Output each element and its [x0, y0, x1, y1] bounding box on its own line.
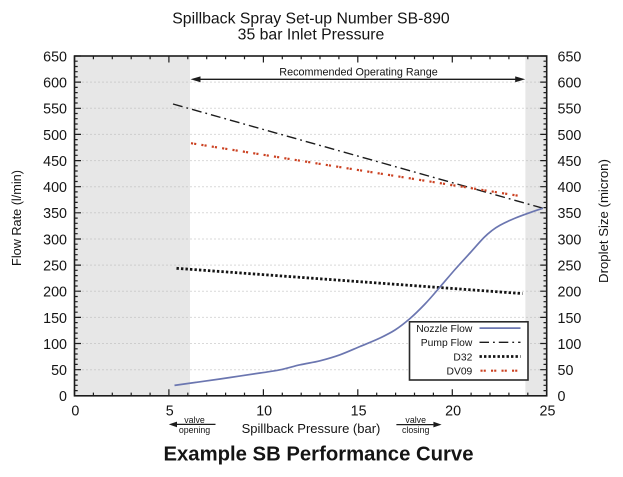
- svg-text:250: 250: [43, 259, 67, 275]
- svg-text:0: 0: [558, 389, 566, 405]
- svg-text:500: 500: [43, 128, 67, 144]
- svg-text:50: 50: [558, 363, 574, 379]
- svg-text:15: 15: [351, 403, 367, 419]
- svg-text:450: 450: [43, 154, 67, 170]
- svg-text:0: 0: [59, 389, 67, 405]
- svg-text:650: 650: [558, 49, 582, 65]
- svg-text:Recommended Operating Range: Recommended Operating Range: [279, 66, 437, 78]
- svg-text:D32: D32: [453, 352, 472, 363]
- svg-text:150: 150: [43, 311, 67, 327]
- svg-text:Flow Rate (l/min): Flow Rate (l/min): [10, 170, 24, 266]
- svg-text:450: 450: [558, 154, 582, 170]
- svg-text:550: 550: [43, 102, 67, 118]
- svg-text:150: 150: [558, 311, 582, 327]
- svg-text:100: 100: [43, 337, 67, 353]
- svg-text:300: 300: [558, 232, 582, 248]
- svg-text:400: 400: [43, 180, 67, 196]
- svg-text:valve: valve: [405, 415, 426, 425]
- svg-text:650: 650: [43, 49, 67, 65]
- svg-text:350: 350: [558, 206, 582, 222]
- svg-text:DV09: DV09: [447, 367, 473, 378]
- svg-text:400: 400: [558, 180, 582, 196]
- svg-text:Nozzle Flow: Nozzle Flow: [416, 324, 473, 335]
- svg-text:closing: closing: [402, 425, 429, 435]
- svg-text:550: 550: [558, 102, 582, 118]
- svg-text:250: 250: [558, 259, 582, 275]
- svg-text:opening: opening: [179, 425, 210, 435]
- svg-text:200: 200: [558, 285, 582, 301]
- svg-text:20: 20: [445, 403, 461, 419]
- svg-text:50: 50: [51, 363, 67, 379]
- svg-text:600: 600: [558, 76, 582, 92]
- svg-text:500: 500: [558, 128, 582, 144]
- svg-text:10: 10: [256, 403, 272, 419]
- svg-text:Spillback Pressure (bar): Spillback Pressure (bar): [242, 421, 381, 436]
- svg-text:35 bar Inlet Pressure: 35 bar Inlet Pressure: [238, 27, 385, 44]
- svg-text:300: 300: [43, 232, 67, 248]
- svg-text:Pump Flow: Pump Flow: [421, 338, 473, 349]
- svg-text:5: 5: [166, 403, 174, 419]
- svg-text:600: 600: [43, 76, 67, 92]
- svg-text:Example SB Performance Curve: Example SB Performance Curve: [164, 444, 474, 466]
- svg-text:Droplet Size (micron): Droplet Size (micron): [596, 159, 611, 283]
- svg-text:Spillback Spray Set-up Number: Spillback Spray Set-up Number SB-890: [172, 11, 450, 28]
- svg-text:100: 100: [558, 337, 582, 353]
- svg-text:200: 200: [43, 285, 67, 301]
- svg-text:350: 350: [43, 206, 67, 222]
- svg-text:valve: valve: [184, 415, 205, 425]
- svg-text:0: 0: [71, 403, 79, 419]
- svg-text:25: 25: [540, 403, 556, 419]
